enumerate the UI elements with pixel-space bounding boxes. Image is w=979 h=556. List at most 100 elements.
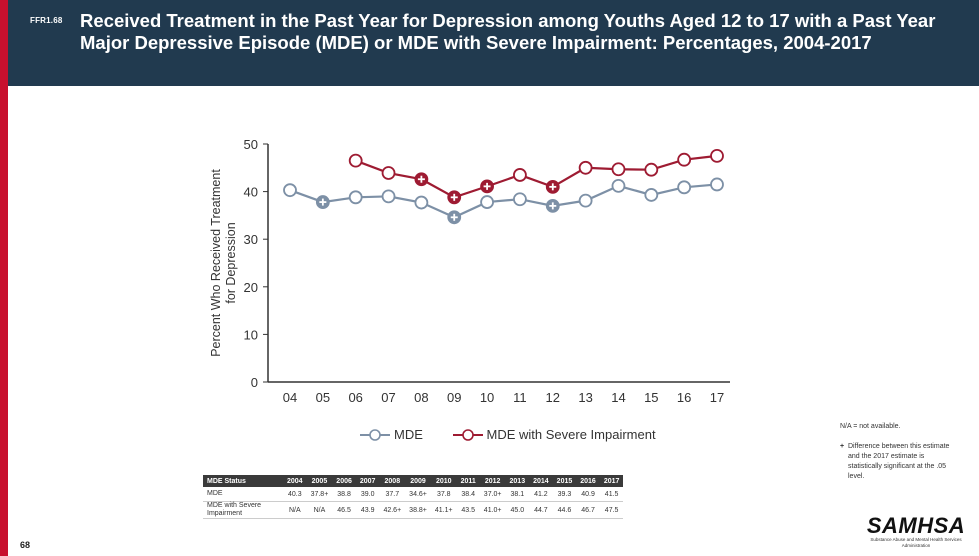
page-number: 68 (20, 540, 31, 550)
table-cell: 41.2 (529, 487, 553, 502)
data-point (348, 190, 363, 205)
x-tick-label: 14 (611, 390, 625, 405)
table-cell: 38.8+ (405, 501, 431, 519)
table-cell: 42.6+ (379, 501, 406, 519)
data-point (513, 192, 527, 207)
y-tick-label: 0 (251, 375, 258, 390)
table-cell: N/A (306, 501, 333, 519)
x-tick-label: 09 (447, 390, 461, 405)
table-header-year: 2009 (405, 475, 431, 487)
footnotes: N/A = not available. + Difference betwee… (840, 422, 970, 482)
table-header-year: 2010 (430, 475, 457, 487)
x-tick-label: 10 (480, 390, 494, 405)
data-point (578, 160, 593, 175)
y-axis-label: Percent Who Received Treatmentfor Depres… (209, 169, 238, 357)
table-cell: 41.5 (599, 487, 624, 502)
data-point (381, 166, 396, 180)
samhsa-logo: SAMHSA Substance Abuse and Mental Health… (860, 513, 972, 549)
table-cell: N/A (283, 501, 307, 519)
table-cell: 37.7 (379, 487, 406, 502)
x-tick-label: 07 (381, 390, 395, 405)
table-cell: 37.0+ (479, 487, 506, 502)
data-point (677, 152, 692, 167)
table-header-year: 2013 (505, 475, 530, 487)
x-tick-label: 04 (283, 390, 297, 405)
legend-marker-mde (360, 428, 390, 441)
table-header-year: 2007 (355, 475, 380, 487)
line-chart: 0 10 20 30 40 50 04 05 06 07 08 09 10 11 12 13 14 15 16 17 P… (209, 137, 730, 405)
table-cell: 38.8 (332, 487, 356, 502)
table-cell: 37.8 (430, 487, 457, 502)
y-tick-label: 30 (244, 232, 258, 247)
table-row-label: MDE with Severe Impairment (203, 501, 283, 519)
table-header-year: 2006 (332, 475, 356, 487)
na-note: N/A = not available. (840, 423, 901, 430)
table-cell: 40.3 (283, 487, 307, 502)
data-point (414, 195, 429, 210)
x-tick-label: 17 (710, 390, 724, 405)
table-cell: 46.7 (576, 501, 600, 519)
table-header-year: 2004 (283, 475, 307, 487)
table-header-year: 2015 (552, 475, 577, 487)
table-cell: 41.1+ (430, 501, 457, 519)
table-cell: 39.0 (355, 487, 380, 502)
legend-item-severe: MDE with Severe Impairment (452, 427, 656, 442)
y-tick-label: 40 (244, 185, 258, 200)
data-point (611, 162, 626, 177)
left-accent-rule (0, 0, 8, 556)
table-row-label: MDE (203, 487, 283, 502)
table-cell: 43.5 (456, 501, 480, 519)
x-tick-label: 12 (546, 390, 560, 405)
table-cell: 44.7 (529, 501, 553, 519)
table-header-year: 2008 (379, 475, 406, 487)
table-header-year: 2011 (456, 475, 480, 487)
significance-note: + Difference between this estimate and t… (840, 442, 970, 482)
data-point (710, 177, 724, 192)
title-banner: FFR1.68 Received Treatment in the Past Y… (8, 0, 979, 86)
figure-id: FFR1.68 (30, 16, 63, 25)
table-cell: 43.9 (355, 501, 380, 519)
y-tick-label: 10 (244, 327, 258, 342)
y-tick-label: 50 (244, 137, 258, 152)
table-cell: 39.3 (552, 487, 577, 502)
plus-symbol: + (840, 443, 845, 450)
x-tick-label: 15 (644, 390, 658, 405)
table-header-year: 2017 (599, 475, 624, 487)
data-point (677, 180, 692, 195)
table-header-year: 2005 (306, 475, 333, 487)
legend-label-mde: MDE (394, 427, 423, 442)
table-cell: 45.0 (505, 501, 530, 519)
table-cell: 46.5 (332, 501, 356, 519)
legend-item-mde: MDE (360, 427, 423, 442)
legend-label-severe: MDE with Severe Impairment (486, 427, 656, 442)
table-cell: 37.8+ (306, 487, 333, 502)
table-cell: 40.9 (576, 487, 600, 502)
significance-text: Difference between this estimate and the… (848, 443, 950, 480)
data-point (644, 188, 659, 202)
table-cell: 38.1 (505, 487, 530, 502)
table-cell: 44.6 (552, 501, 577, 519)
data-point (283, 183, 297, 198)
table-cell: 34.6+ (405, 487, 431, 502)
x-tick-label: 08 (414, 390, 428, 405)
data-point (611, 178, 626, 193)
legend-marker-severe (452, 428, 483, 441)
table-row: MDE 40.3 37.8+ 38.8 39.0 37.7 34.6+ 37.8 38.4 37.… (203, 487, 624, 502)
table-header-status: MDE Status (203, 475, 283, 487)
table-cell: 47.5 (599, 501, 624, 519)
data-point (513, 168, 527, 182)
table-cell: 41.0+ (479, 501, 506, 519)
table-header-year: 2012 (479, 475, 506, 487)
page-title: Received Treatment in the Past Year for … (80, 10, 936, 53)
data-point (348, 153, 363, 168)
table-row: MDE with Severe Impairment N/A N/A 46.5 43.9… (203, 501, 624, 519)
logo-wordmark: SAMHSA (866, 513, 966, 538)
data-point (381, 189, 396, 204)
table-header-year: 2016 (576, 475, 600, 487)
x-tick-label: 06 (348, 390, 362, 405)
data-table: MDE Status 2004 2005 2006 2007 2008 2009 2010 20… (203, 475, 624, 519)
x-tick-label: 11 (513, 390, 527, 405)
table-header-year: 2014 (529, 475, 553, 487)
data-point (710, 148, 724, 163)
series-line-severe (355, 154, 718, 199)
